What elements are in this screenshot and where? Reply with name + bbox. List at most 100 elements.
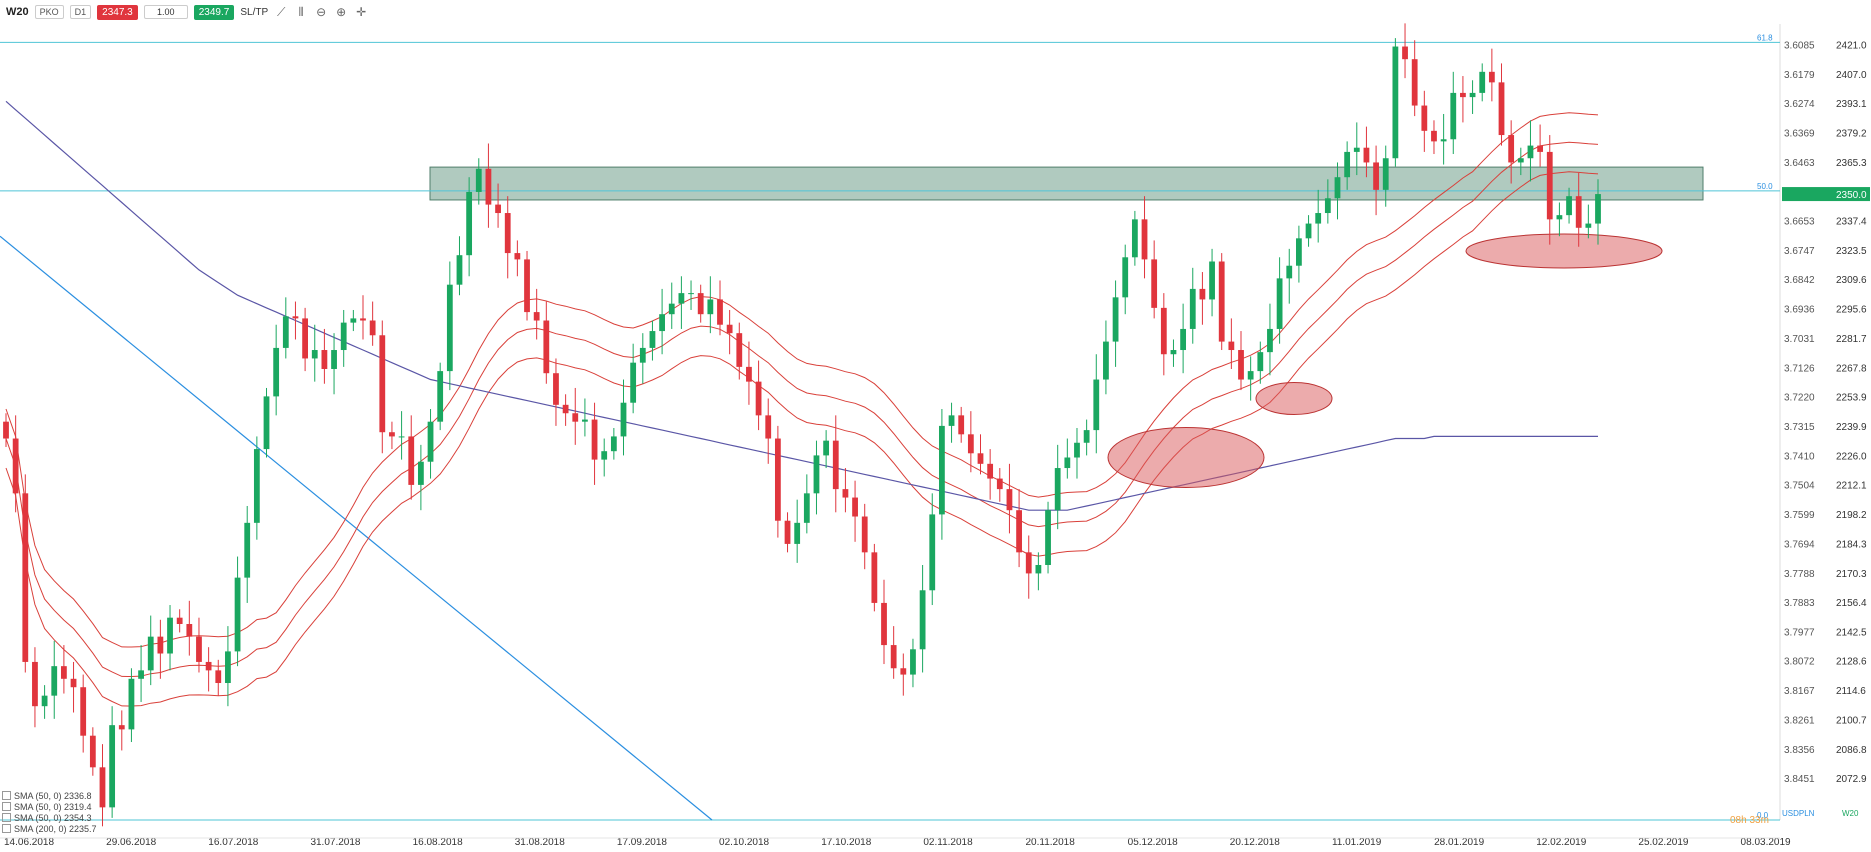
legend-item[interactable]: SMA (50, 0) 2319.4 [2,802,92,813]
candle-body [1199,288,1206,300]
checkbox-icon[interactable] [2,791,11,800]
candle-body [774,438,781,521]
candle-body [167,617,173,654]
candle-body [967,434,974,454]
candle-body [1267,328,1273,353]
volume-input[interactable]: 1.00 [143,5,188,19]
y-tick-label: 2198.2 [1836,510,1867,521]
candle-body [1411,59,1418,106]
crosshair-icon[interactable]: ✛ [356,5,367,19]
symbol-tag-usdpln: USDPLN [1782,809,1815,818]
candle-body [1305,223,1312,239]
x-tick-label: 17.10.2018 [821,837,871,848]
candle-body [562,404,569,414]
candle-body [282,316,289,348]
candle-body [437,371,444,422]
candle-body [1450,92,1457,140]
candle-body [1373,162,1379,190]
zoom-in-icon[interactable]: ⊕ [336,5,347,19]
sltp-button[interactable]: SL/TP [240,6,269,18]
candle-type-icon[interactable]: ⫴ [298,4,304,19]
candle-body [427,421,434,462]
highlight-ellipse [1465,233,1663,269]
y-tick-label-usdpln: 3.7694 [1784,539,1815,550]
y-tick-label-usdpln: 3.6085 [1784,40,1815,51]
y-tick-label-usdpln: 3.8451 [1784,774,1815,785]
candle-body [1074,442,1080,458]
candle-body [1479,71,1486,93]
candle-body [12,438,19,494]
candle-body [466,191,473,256]
candle-body [533,312,540,321]
candle-body [794,522,801,544]
y-tick-label: 2114.6 [1836,686,1866,697]
candle-body [630,362,637,403]
candle-body [543,320,550,374]
candle-body [340,322,347,351]
checkbox-icon[interactable] [2,813,11,822]
candle-body [1460,92,1466,98]
y-tick-label-usdpln: 3.7504 [1784,481,1815,492]
candle-body [1189,288,1196,329]
candle-body [514,253,521,260]
candle-body [1353,147,1360,152]
legend-item[interactable]: SMA (200, 0) 2235.7 [2,824,97,835]
y-tick-label: 2421.0 [1836,40,1867,51]
candle-body [900,668,907,675]
candle-body [475,168,482,192]
y-tick-label-usdpln: 3.8261 [1784,715,1815,726]
candle-body [495,204,501,214]
y-tick-label-usdpln: 3.6936 [1784,305,1815,316]
resistance-zone [429,166,1704,201]
candle-body [360,318,366,321]
candle-body [852,497,858,517]
y-tick-label-usdpln: 3.7031 [1784,334,1815,345]
x-tick-label: 02.11.2018 [923,837,973,848]
currency-select[interactable]: PKO [34,5,64,19]
candle-body [1498,82,1505,136]
candle-body [1585,223,1592,228]
candle-body [1286,265,1293,279]
x-tick-label: 25.02.2019 [1638,837,1688,848]
candle-body [1228,341,1235,351]
sell-price-button[interactable]: 2347.3 [97,4,138,20]
y-tick-label-usdpln: 3.6463 [1784,158,1815,169]
checkbox-icon[interactable] [2,802,11,811]
candle-body [176,617,183,624]
candle-body [939,425,945,515]
line-tool-icon[interactable]: ⟋ [276,4,286,19]
checkbox-icon[interactable] [2,824,11,833]
timeframe-select[interactable]: D1 [69,5,92,19]
symbol-label[interactable]: W20 [6,6,29,18]
candle-body [610,436,617,452]
candle-body [668,303,675,315]
candle-body [697,293,704,315]
candle-body [3,421,9,439]
candle-body [1247,371,1254,380]
candle-body [1209,261,1215,300]
candle-body [948,415,955,426]
x-tick-label: 16.08.2018 [413,837,463,848]
candle-body [1054,468,1061,511]
trendline [0,235,713,821]
candle-body [958,415,965,435]
candle-body [572,413,579,422]
candle-body [1122,257,1129,298]
current-price-box [1782,187,1870,202]
sma200-line [5,100,1598,511]
candle-body [1595,194,1601,224]
zoom-out-icon[interactable]: ⊖ [316,5,327,19]
candle-body [1103,341,1109,380]
candle-body [591,419,598,460]
legend-item[interactable]: SMA (50, 0) 2354.3 [2,813,92,824]
x-tick-label: 28.01.2019 [1434,837,1484,848]
y-tick-label: 2226.0 [1836,451,1867,462]
candle-body [755,381,762,416]
candle-body [311,350,318,359]
legend-item[interactable]: SMA (50, 0) 2336.8 [2,791,92,802]
candle-body [1016,510,1022,553]
buy-price-button[interactable]: 2349.7 [193,4,235,20]
y-tick-label-usdpln: 3.8356 [1784,745,1815,756]
x-tick-label: 02.10.2018 [719,837,769,848]
